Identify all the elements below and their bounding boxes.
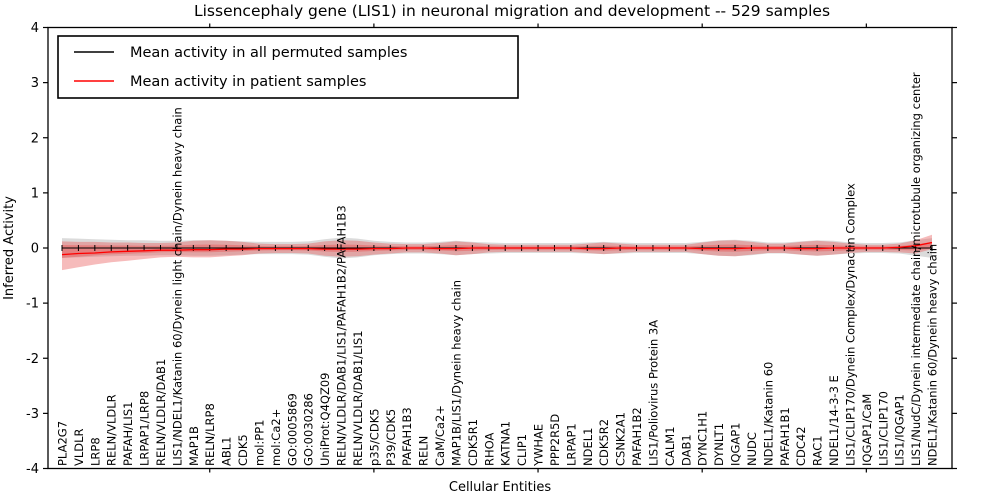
category-label: CDK5R2 — [597, 419, 611, 466]
chart-title: Lissencephaly gene (LIS1) in neuronal mi… — [194, 2, 830, 20]
category-label: MAP1B/LIS1/Dynein heavy chain — [449, 280, 463, 466]
patient-band — [62, 234, 932, 271]
legend-label-patient: Mean activity in patient samples — [130, 74, 366, 90]
patient-band-inner — [62, 242, 932, 258]
category-label: P39/CDK5 — [384, 409, 398, 466]
axes-frame — [47, 26, 953, 470]
legend-label-permuted: Mean activity in all permuted samples — [130, 45, 407, 61]
category-label: LIS1/CLIP170/Dynein Complex/Dynactin Com… — [843, 183, 857, 466]
category-label: MAP1B — [187, 426, 201, 466]
category-label: DYNC1H1 — [696, 411, 710, 466]
category-label: RELN/VLDLR/DAB1 — [154, 359, 168, 466]
category-label: RELN/VLDLR/DAB1/LIS1 — [351, 330, 365, 466]
patient-mean-line — [61, 241, 933, 256]
category-label: LIS1/Poliovirus Protein 3A — [646, 320, 660, 466]
y-tick-label: 2 — [31, 131, 39, 146]
y-tick-label: -4 — [26, 462, 39, 477]
category-label: RELN/VLDLR — [105, 394, 119, 466]
category-label: RELN — [417, 436, 431, 466]
category-label: PAFAH1B3 — [400, 407, 414, 466]
category-label: UniProt:Q4QZ09 — [318, 373, 332, 466]
category-label: VLDLR — [72, 428, 86, 466]
category-label: CALM1 — [663, 426, 677, 466]
category-label: PAFAH1B1 — [778, 407, 792, 466]
category-label: NDEL1/14-3-3 E — [827, 375, 841, 466]
category-label: GO:0005869 — [285, 393, 299, 466]
category-label: LRPAP1/LRP8 — [138, 391, 152, 466]
category-label: PAFAH1B2 — [630, 407, 644, 466]
category-label: GO:0030286 — [302, 393, 316, 466]
category-label: CSNK2A1 — [614, 412, 628, 466]
category-label: LRPAP1 — [564, 423, 578, 466]
legend-box — [57, 35, 519, 99]
y-tick-label: 1 — [31, 186, 39, 201]
legend: Mean activity in all permuted samples Me… — [57, 35, 519, 99]
x-axis-label: Cellular Entities — [449, 480, 551, 495]
y-tick-label: -1 — [26, 297, 39, 312]
category-label: IQGAP1 — [729, 423, 743, 466]
category-label: IQGAP1/CaM — [860, 394, 874, 466]
category-label: RELN/VLDLR/DAB1/LIS1/PAFAH1B2/PAFAH1B3 — [335, 205, 349, 466]
category-label: CDK5 — [236, 434, 250, 466]
category-label: PPP2R5D — [548, 414, 562, 466]
category-label: RELN/LRP8 — [203, 403, 217, 466]
category-label: CaM/Ca2+ — [433, 405, 447, 466]
y-tick-label: -3 — [26, 407, 39, 422]
category-label: PLA2G7 — [56, 421, 70, 466]
y-tick-label: 3 — [31, 76, 39, 91]
category-label: LRP8 — [88, 437, 102, 466]
category-label: NDEL1/Katanin 60 — [761, 362, 775, 466]
category-label: CDC42 — [794, 426, 808, 466]
category-label: LIS1/IQGAP1 — [893, 394, 907, 466]
category-label: LIS1/NudC/Dynein intermediate chain/micr… — [909, 72, 923, 466]
category-label: YWHAE — [532, 424, 546, 467]
y-tick-label: 0 — [31, 242, 39, 257]
category-label: RAC1 — [811, 435, 825, 466]
y-tick-label: -2 — [26, 352, 39, 367]
category-label: ABL1 — [220, 437, 234, 466]
category-label: NUDC — [745, 432, 759, 466]
category-label: PAFAH/LIS1 — [121, 402, 135, 466]
y-tick-label: 4 — [31, 21, 39, 36]
category-label: CDK5R1 — [466, 419, 480, 466]
category-label: CLIP1 — [515, 434, 529, 466]
category-label: p35/CDK5 — [367, 408, 381, 466]
category-label: mol:Ca2+ — [269, 409, 283, 466]
category-label: mol:PP1 — [252, 420, 266, 467]
category-label: NDEL1/Katanin 60/Dynein heavy chain — [926, 244, 940, 466]
y-axis-label: Inferred Activity — [2, 196, 17, 300]
category-label: DAB1 — [679, 434, 693, 466]
category-label: LIS1/NDEL1/Katanin 60/Dynein light chain… — [170, 107, 184, 466]
category-label: LIS1/CLIP170 — [876, 391, 890, 466]
category-label: DYNLT1 — [712, 423, 726, 466]
category-label: RHOA — [482, 433, 496, 466]
category-label: KATNA1 — [499, 421, 513, 466]
category-label: NDEL1 — [581, 428, 595, 466]
